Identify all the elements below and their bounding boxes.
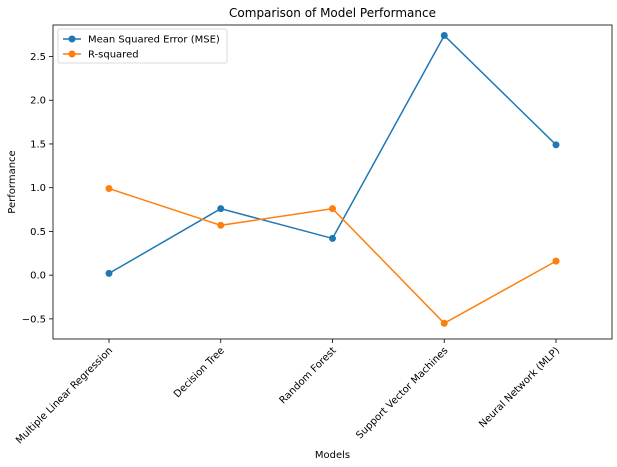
y-tick-label: −0.5 [22,314,46,325]
legend-label: R-squared [88,50,139,61]
data-point [217,221,225,229]
legend-box [57,28,228,64]
data-point [217,205,225,213]
data-point [329,234,336,242]
legend-marker [68,35,76,43]
y-tick-label: 1.5 [30,139,46,150]
x-tick-label: Random Forest [278,345,339,406]
data-point [440,31,448,39]
x-tick-label: Decision Tree [172,345,227,400]
data-point [105,269,113,277]
data-point [552,141,560,149]
x-axis-label: Models [315,450,350,461]
legend-label: Mean Squared Error (MSE) [88,35,220,46]
chart-title: Comparison of Model Performance [229,6,436,20]
y-tick-label: 0.0 [30,271,46,282]
x-tick-label: Neural Network (MLP) [477,345,562,430]
x-tick-label: Support Vector Machines [354,345,450,441]
y-tick-label: 2.5 [30,52,46,63]
y-axis-label: Performance [7,150,18,213]
plot-frame [52,24,613,340]
x-tick-label: Multiple Linear Regression [14,345,115,446]
y-tick-label: 2.0 [30,96,46,107]
data-point [552,257,560,265]
legend-marker [68,50,76,58]
data-point [440,319,448,327]
y-tick-label: 0.5 [30,227,46,238]
y-tick-label: 1.0 [30,183,46,194]
data-point [105,185,113,193]
data-point [329,205,336,213]
